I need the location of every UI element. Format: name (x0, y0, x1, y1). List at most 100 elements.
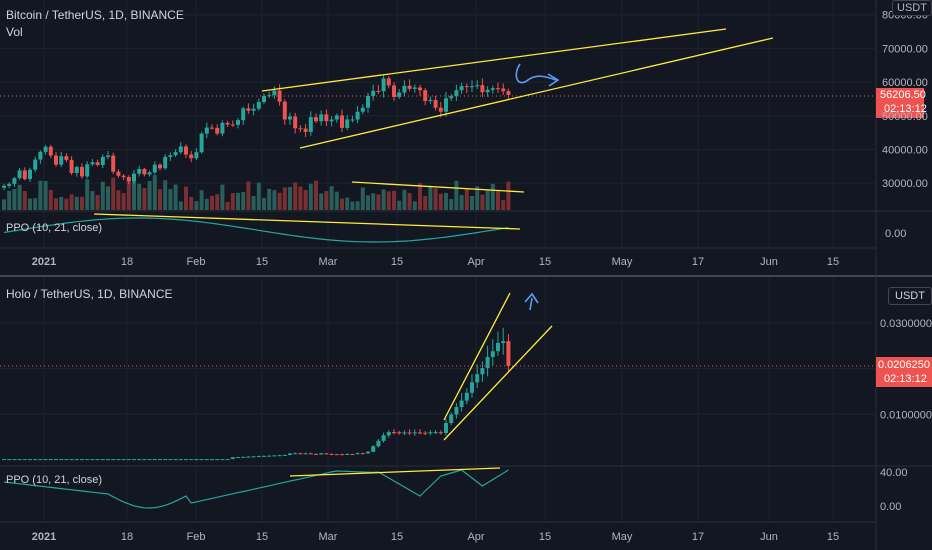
btc-volume-bar (132, 177, 136, 210)
btc-volume-bar (111, 177, 116, 210)
btc-ppo-line (3, 217, 509, 243)
holo-candle (470, 382, 474, 393)
btc-candle (95, 162, 100, 165)
btc-candle (350, 119, 355, 121)
btc-volume-bar (38, 180, 43, 210)
time-tick: 15 (256, 531, 268, 543)
holo-ppo-trendline[interactable] (289, 467, 501, 477)
btc-volume-label[interactable]: Vol (6, 25, 23, 39)
holo-arrow-annotation[interactable] (529, 297, 533, 311)
btc-candle (288, 116, 292, 120)
btc-candle (59, 156, 64, 165)
holo-candle (350, 454, 355, 456)
btc-wedge-upper-line[interactable] (261, 28, 727, 92)
btc-volume-bar (48, 189, 53, 210)
holo-wedge-upper-line[interactable] (443, 292, 511, 421)
holo-candle (277, 455, 282, 457)
time-tick: 15 (256, 256, 268, 268)
btc-candle (490, 88, 495, 90)
btc-volume-bar (506, 181, 511, 210)
holo-price-axis[interactable]: 0.0300000 0.0100000 (880, 318, 932, 421)
holo-ppo-tick-0: 0.00 (880, 501, 902, 513)
holo-candle (444, 423, 448, 433)
holo-candle (428, 432, 433, 434)
holo-wedge-lower-line[interactable] (443, 325, 553, 441)
btc-volume-bar (126, 177, 131, 210)
btc-price-tick: 30000.00 (882, 178, 928, 190)
holo-candle (288, 453, 292, 455)
holo-candle (28, 459, 32, 461)
btc-candle (184, 146, 188, 155)
btc-volume-bar (480, 194, 485, 210)
btc-volume-trendline[interactable] (351, 181, 525, 193)
holo-currency-button[interactable]: USDT (888, 287, 932, 305)
holo-arrow-head (524, 292, 539, 304)
holo-candle (392, 432, 396, 434)
btc-arrow-annotation[interactable] (515, 63, 557, 84)
time-tick: 15 (827, 531, 839, 543)
holo-ppo-path (3, 469, 509, 509)
holo-candle (475, 374, 480, 383)
btc-candle (314, 117, 318, 122)
btc-ppo-label[interactable]: PPO (10, 21, close) (6, 222, 102, 234)
btc-candle (428, 99, 433, 101)
holo-candle (2, 459, 6, 461)
time-tick: Jun (760, 256, 778, 268)
btc-volume-bar (407, 193, 412, 210)
btc-volume-bar (225, 201, 230, 210)
btc-candle (85, 164, 90, 177)
holo-candle (407, 432, 412, 434)
btc-volume-bar (43, 180, 48, 210)
holo-candle (334, 454, 339, 456)
btc-legend-title[interactable]: Bitcoin / TetherUS, 1D, BINANCE (6, 8, 184, 22)
btc-volume-bar (355, 201, 360, 210)
btc-candle (485, 89, 490, 93)
btc-candle (12, 178, 17, 184)
holo-candle (121, 459, 126, 461)
btc-candle (464, 86, 469, 88)
holo-legend-title[interactable]: Holo / TetherUS, 1D, BINANCE (6, 287, 173, 301)
holo-candle (454, 407, 459, 415)
holo-candle (85, 459, 90, 461)
btc-ppo-trendline[interactable] (93, 213, 521, 230)
btc-time-axis[interactable]: 2021 18 Feb 15 Mar 15 Apr 15 May 17 Jun 15 (32, 256, 839, 268)
btc-candle (418, 87, 422, 91)
btc-volume-bar (184, 186, 188, 210)
btc-candle (480, 85, 485, 93)
btc-volume-bar (433, 188, 438, 210)
btc-candle (308, 117, 313, 132)
btc-candle (355, 111, 360, 120)
btc-volume-bar (402, 189, 407, 210)
btc-candle (397, 92, 402, 97)
holo-ppo-line (3, 469, 509, 509)
btc-candle (126, 177, 131, 182)
btc-volume-bar (85, 179, 90, 210)
holo-candle (293, 453, 298, 455)
holo-candle (69, 459, 74, 461)
btc-candle (246, 108, 251, 111)
btc-volume-bar (7, 190, 12, 210)
holo-trendlines[interactable] (289, 292, 553, 477)
btc-volume-bar (464, 188, 469, 210)
btc-candle (371, 90, 376, 96)
btc-candle (412, 87, 417, 89)
time-tick: 17 (692, 256, 704, 268)
btc-volume-bar (293, 182, 298, 210)
holo-candle (236, 457, 240, 459)
btc-candle (137, 169, 142, 174)
btc-volume-bar (376, 194, 381, 210)
holo-ppo-label[interactable]: PPO (10, 21, close) (6, 474, 102, 486)
btc-candle (360, 107, 365, 112)
time-tick: Apr (467, 531, 484, 543)
holo-time-axis[interactable]: 2021 18 Feb 15 Mar 15 Apr 15 May 17 Jun 15 (32, 531, 839, 543)
btc-trendlines[interactable] (93, 28, 774, 230)
grid-lines (0, 0, 876, 522)
holo-candle (418, 432, 422, 434)
btc-candle (189, 154, 194, 159)
btc-currency-button[interactable]: USDT (892, 0, 932, 16)
btc-wedge-lower-line[interactable] (299, 37, 774, 149)
holo-candle (449, 414, 454, 424)
holo-candle (111, 459, 116, 461)
btc-candle (54, 155, 58, 165)
